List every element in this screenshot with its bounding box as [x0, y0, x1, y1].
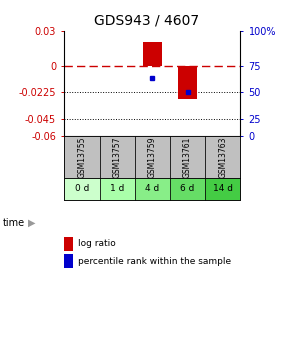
- Text: 0 d: 0 d: [75, 184, 89, 193]
- Bar: [64, 136, 100, 178]
- Text: log ratio: log ratio: [78, 239, 115, 248]
- Bar: [100, 136, 135, 178]
- Text: GSM13761: GSM13761: [183, 136, 192, 178]
- Bar: [64, 178, 100, 200]
- Text: 1 d: 1 d: [110, 184, 125, 193]
- Text: time: time: [3, 218, 25, 227]
- Bar: [143, 41, 162, 66]
- Text: GSM13757: GSM13757: [113, 136, 122, 178]
- Text: GDS943 / 4607: GDS943 / 4607: [94, 14, 199, 28]
- Text: GSM13763: GSM13763: [218, 136, 227, 178]
- Bar: [205, 136, 240, 178]
- Bar: [100, 178, 135, 200]
- Text: 14 d: 14 d: [213, 184, 233, 193]
- Text: GSM13759: GSM13759: [148, 136, 157, 178]
- Bar: [170, 178, 205, 200]
- Text: 4 d: 4 d: [145, 184, 159, 193]
- Text: 6 d: 6 d: [180, 184, 195, 193]
- Bar: [205, 178, 240, 200]
- Text: GSM13755: GSM13755: [78, 136, 86, 178]
- Bar: [178, 66, 197, 99]
- Bar: [170, 136, 205, 178]
- Text: percentile rank within the sample: percentile rank within the sample: [78, 257, 231, 266]
- Bar: [135, 178, 170, 200]
- Text: ▶: ▶: [28, 218, 35, 228]
- Bar: [135, 136, 170, 178]
